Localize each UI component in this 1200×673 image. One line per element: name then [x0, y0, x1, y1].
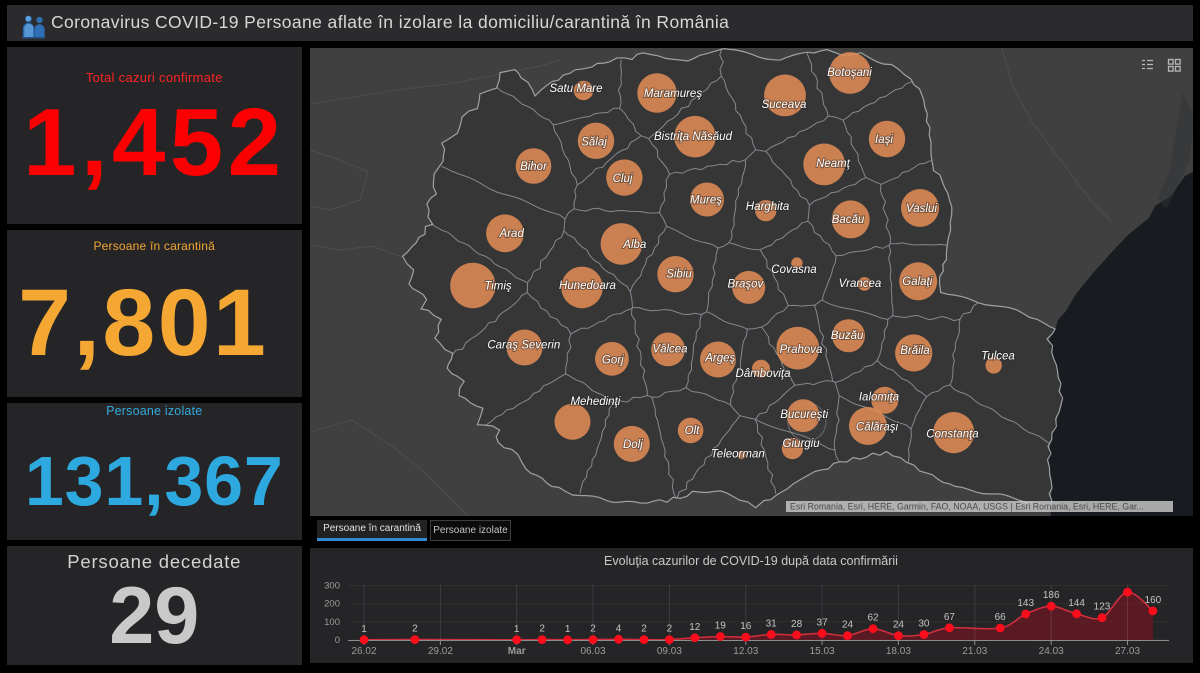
svg-text:09.03: 09.03 — [657, 646, 682, 657]
svg-text:143: 143 — [1017, 598, 1034, 609]
svg-text:Dolj: Dolj — [623, 439, 643, 451]
svg-text:16: 16 — [740, 621, 752, 632]
svg-text:0: 0 — [335, 635, 340, 646]
svg-text:Prahova: Prahova — [780, 344, 823, 356]
svg-text:12.03: 12.03 — [733, 646, 758, 657]
svg-text:123: 123 — [1094, 602, 1111, 613]
svg-text:Mureş: Mureş — [690, 195, 722, 207]
svg-text:18.03: 18.03 — [886, 646, 911, 657]
svg-text:1: 1 — [361, 624, 367, 635]
svg-text:144: 144 — [1068, 598, 1085, 609]
svg-text:Sălaj: Sălaj — [581, 137, 607, 149]
svg-text:Ialomiţa: Ialomiţa — [859, 391, 899, 403]
svg-text:Cluj: Cluj — [613, 173, 633, 185]
svg-text:Giurgiu: Giurgiu — [783, 438, 821, 450]
svg-text:2: 2 — [641, 624, 647, 635]
svg-text:Gorj: Gorj — [602, 355, 624, 367]
svg-text:Covasna: Covasna — [771, 264, 816, 276]
svg-text:Olt: Olt — [685, 425, 701, 437]
svg-text:Bucureşti: Bucureşti — [780, 409, 828, 421]
svg-text:300: 300 — [324, 581, 340, 592]
svg-text:15.03: 15.03 — [810, 646, 835, 657]
svg-text:67: 67 — [944, 612, 956, 623]
svg-text:Satu Mare: Satu Mare — [549, 83, 602, 95]
svg-text:Buzău: Buzău — [831, 330, 864, 342]
svg-text:186: 186 — [1043, 590, 1060, 601]
svg-text:Esri Romania, Esri, HERE, Garm: Esri Romania, Esri, HERE, Garmin, FAO, N… — [790, 502, 1144, 512]
svg-text:12: 12 — [689, 622, 701, 633]
svg-text:200: 200 — [324, 599, 340, 610]
svg-text:2: 2 — [667, 624, 673, 635]
svg-text:Argeş: Argeş — [704, 353, 735, 365]
svg-text:160: 160 — [1145, 595, 1162, 606]
svg-text:Vrancea: Vrancea — [839, 278, 882, 290]
svg-text:Mehedinţi: Mehedinţi — [570, 396, 620, 408]
svg-text:Neamţ: Neamţ — [816, 158, 851, 170]
svg-text:62: 62 — [867, 613, 879, 624]
svg-text:Sibiu: Sibiu — [666, 268, 692, 280]
svg-text:Bistriţa Năsăud: Bistriţa Năsăud — [654, 131, 733, 143]
svg-text:30: 30 — [918, 619, 930, 630]
svg-text:Bacău: Bacău — [832, 214, 865, 226]
svg-text:28: 28 — [791, 619, 803, 630]
svg-text:06.03: 06.03 — [580, 646, 605, 657]
svg-text:Braşov: Braşov — [728, 278, 765, 290]
svg-text:Constanţa: Constanţa — [926, 429, 978, 441]
svg-text:19: 19 — [715, 621, 727, 632]
svg-text:31: 31 — [766, 618, 778, 629]
svg-text:Suceava: Suceava — [762, 99, 807, 111]
svg-text:29.02: 29.02 — [428, 646, 453, 657]
svg-text:Botoşani: Botoşani — [827, 67, 872, 79]
svg-text:Vâlcea: Vâlcea — [652, 344, 687, 356]
svg-text:Dâmboviţa: Dâmboviţa — [736, 368, 791, 380]
svg-text:Mar: Mar — [508, 646, 526, 657]
svg-text:Tulcea: Tulcea — [981, 351, 1015, 363]
svg-text:66: 66 — [995, 612, 1007, 623]
svg-text:24: 24 — [893, 620, 905, 631]
svg-text:Evoluţia cazurilor de COVID-19: Evoluţia cazurilor de COVID-19 după data… — [604, 554, 898, 568]
svg-text:24: 24 — [842, 620, 854, 631]
svg-text:37: 37 — [817, 617, 829, 628]
svg-text:Timiş: Timiş — [484, 281, 512, 293]
svg-text:4: 4 — [616, 623, 622, 634]
svg-text:1: 1 — [565, 624, 571, 635]
svg-text:Maramureş: Maramureş — [644, 88, 702, 100]
svg-text:Arad: Arad — [499, 228, 525, 240]
svg-text:Galaţi: Galaţi — [902, 276, 932, 288]
svg-text:100: 100 — [324, 617, 340, 628]
svg-text:Iaşi: Iaşi — [875, 134, 893, 146]
svg-text:1: 1 — [514, 624, 520, 635]
svg-text:Harghita: Harghita — [746, 201, 789, 213]
svg-text:Alba: Alba — [622, 239, 646, 251]
svg-text:2: 2 — [539, 624, 545, 635]
svg-text:Călăraşi: Călăraşi — [856, 421, 899, 433]
svg-text:24.03: 24.03 — [1039, 646, 1064, 657]
svg-text:27.03: 27.03 — [1115, 646, 1140, 657]
svg-text:Teleorman: Teleorman — [711, 448, 765, 460]
svg-text:26.02: 26.02 — [351, 646, 376, 657]
svg-text:2: 2 — [590, 624, 596, 635]
svg-text:2: 2 — [412, 624, 418, 635]
svg-text:Hunedoara: Hunedoara — [559, 280, 616, 292]
svg-text:21.03: 21.03 — [962, 646, 987, 657]
svg-text:Brăila: Brăila — [900, 345, 929, 357]
svg-text:Vaslui: Vaslui — [906, 203, 937, 215]
svg-text:Caraş Severin: Caraş Severin — [487, 340, 560, 352]
svg-text:Bihor: Bihor — [520, 161, 548, 173]
